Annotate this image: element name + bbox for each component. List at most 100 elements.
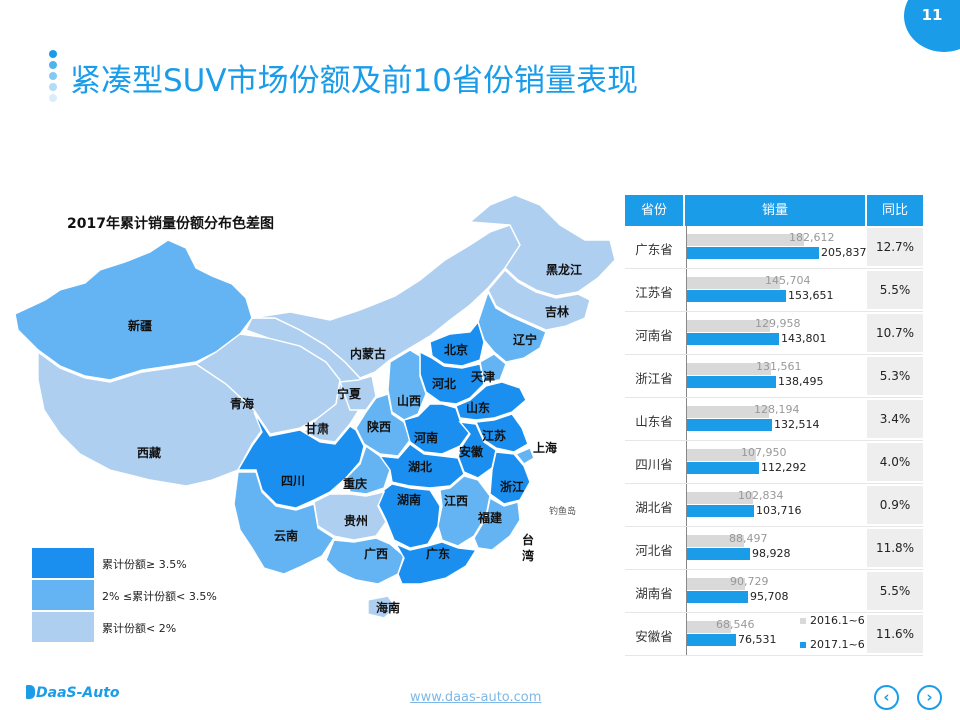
value-label-2016: 128,194 bbox=[754, 403, 800, 416]
province-label: 山西 bbox=[397, 393, 421, 408]
row-divider bbox=[625, 655, 923, 656]
region-吉林 bbox=[487, 268, 591, 331]
region-黑龙江 bbox=[468, 194, 616, 297]
logo-text: DaaS-Auto bbox=[36, 685, 120, 701]
yoy-value: 0.9% bbox=[867, 486, 923, 524]
bar-2017 bbox=[687, 634, 736, 646]
value-label-2017: 98,928 bbox=[752, 547, 791, 560]
row-divider bbox=[625, 569, 923, 570]
province-label: 江西 bbox=[444, 493, 468, 508]
province-label: 甘肃 bbox=[305, 421, 329, 436]
province-label: 广西 bbox=[364, 546, 388, 561]
legend-label-low: 累计份额< 2% bbox=[102, 622, 177, 635]
yoy-value: 11.8% bbox=[867, 529, 923, 567]
map-title: 2017年累计销量份额分布色差图 bbox=[67, 216, 274, 232]
header-province: 省份 bbox=[625, 195, 683, 226]
province-name: 河南省 bbox=[635, 328, 673, 343]
legend-label-high: 累计份额≥ 3.5% bbox=[102, 558, 187, 571]
province-label: 陕西 bbox=[367, 419, 391, 434]
province-label: 新疆 bbox=[128, 318, 152, 333]
row-divider bbox=[625, 354, 923, 355]
value-label-2017: 205,837 bbox=[821, 246, 867, 259]
value-label-2017: 132,514 bbox=[774, 418, 820, 431]
region-江苏 bbox=[474, 413, 529, 453]
row-divider bbox=[625, 440, 923, 441]
region-北京 bbox=[429, 320, 485, 367]
value-label-2017: 112,292 bbox=[761, 461, 807, 474]
bar-2016 bbox=[687, 449, 756, 461]
chevron-left-icon: ‹ bbox=[883, 688, 890, 706]
bar-axis-line bbox=[686, 226, 687, 656]
region-江西 bbox=[437, 475, 491, 547]
province-label: 西藏 bbox=[137, 445, 161, 460]
province-name: 安徽省 bbox=[635, 629, 673, 644]
value-label-2016: 90,729 bbox=[730, 575, 769, 588]
bar-2017 bbox=[687, 419, 772, 431]
legend-label-mid: 2% ≤累计份额< 3.5% bbox=[102, 590, 217, 603]
province-label: 吉林 bbox=[545, 304, 569, 319]
province-label: 上海 bbox=[533, 440, 557, 455]
province-label: 河北 bbox=[431, 376, 456, 391]
series-legend-2016: 2016.1~6 bbox=[800, 614, 865, 627]
value-label-2017: 153,651 bbox=[788, 289, 834, 302]
province-name: 山东省 bbox=[635, 414, 673, 429]
bar-2016 bbox=[687, 234, 804, 246]
bar-2017 bbox=[687, 376, 776, 388]
province-label: 北京 bbox=[444, 342, 468, 357]
legend-item-mid: 2% ≤累计份额< 3.5% bbox=[32, 580, 242, 610]
next-slide-button[interactable]: › bbox=[917, 685, 942, 710]
value-label-2017: 143,801 bbox=[781, 332, 827, 345]
region-山西 bbox=[387, 349, 427, 421]
province-label: 浙江 bbox=[500, 479, 524, 494]
province-name: 广东省 bbox=[635, 242, 673, 257]
bar-2017 bbox=[687, 290, 786, 302]
province-label: 四川 bbox=[281, 474, 305, 488]
region-宁夏 bbox=[339, 375, 377, 411]
province-label: 湖北 bbox=[408, 459, 432, 474]
province-name: 浙江省 bbox=[635, 371, 673, 386]
value-label-2016: 145,704 bbox=[765, 274, 811, 287]
region-安徽 bbox=[457, 421, 497, 479]
row-divider bbox=[625, 311, 923, 312]
footer-url-link[interactable]: www.daas-auto.com bbox=[410, 690, 542, 705]
region-湖北 bbox=[378, 443, 465, 489]
value-label-2016: 182,612 bbox=[789, 231, 835, 244]
yoy-value: 11.6% bbox=[867, 615, 923, 653]
bar-2017 bbox=[687, 505, 754, 517]
series-legend-2017: 2017.1~6 bbox=[800, 638, 865, 651]
value-label-2017: 95,708 bbox=[750, 590, 789, 603]
row-divider bbox=[625, 526, 923, 527]
province-label: 江苏 bbox=[482, 428, 506, 443]
legend-swatch-mid bbox=[32, 580, 94, 610]
row-divider bbox=[625, 483, 923, 484]
region-福建 bbox=[473, 496, 521, 551]
legend-swatch-high bbox=[32, 548, 94, 578]
legend-swatch-low bbox=[32, 612, 94, 642]
header-sales: 销量 bbox=[685, 195, 865, 226]
province-label: 内蒙古 bbox=[350, 346, 386, 361]
value-label-2017: 103,716 bbox=[756, 504, 802, 517]
yoy-value: 5.5% bbox=[867, 271, 923, 309]
bar-2017 bbox=[687, 591, 748, 603]
province-label: 辽宁 bbox=[513, 332, 537, 347]
region-四川 bbox=[236, 411, 365, 509]
region-湖南 bbox=[377, 483, 441, 549]
logo-mark-icon bbox=[26, 685, 35, 699]
bar-2016 bbox=[687, 621, 731, 633]
region-广东 bbox=[394, 541, 478, 585]
bar-2016 bbox=[687, 320, 770, 332]
value-label-2016: 129,958 bbox=[755, 317, 801, 330]
header-yoy: 同比 bbox=[867, 195, 923, 226]
yoy-value: 12.7% bbox=[867, 228, 923, 266]
map-regions bbox=[14, 194, 616, 619]
region-广西 bbox=[325, 537, 405, 585]
daas-auto-logo: DaaS-Auto bbox=[26, 685, 120, 701]
yoy-value: 5.3% bbox=[867, 357, 923, 395]
prev-slide-button[interactable]: ‹ bbox=[874, 685, 899, 710]
province-label: 福建 bbox=[477, 510, 503, 525]
region-山东 bbox=[455, 381, 527, 421]
series-swatch-2017 bbox=[800, 642, 806, 648]
region-台湾 bbox=[523, 518, 539, 562]
bar-2017 bbox=[687, 548, 750, 560]
